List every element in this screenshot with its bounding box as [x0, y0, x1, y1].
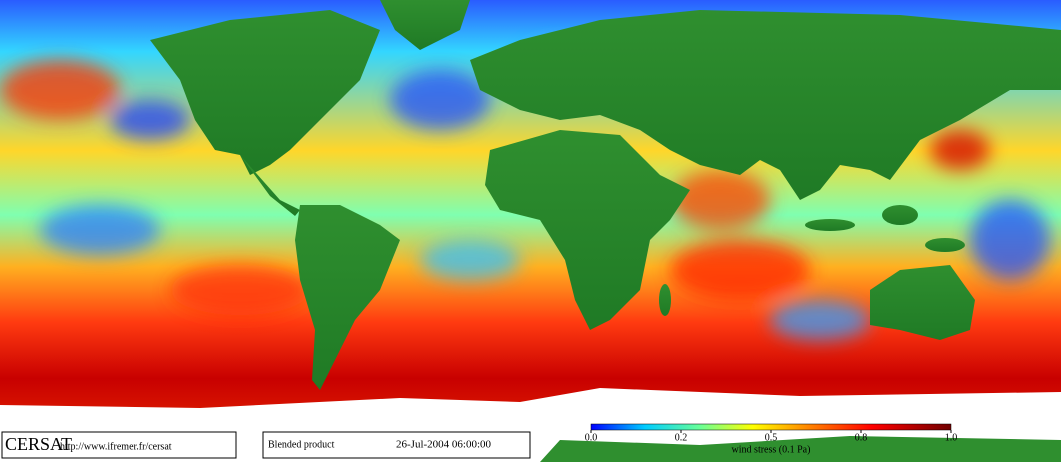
- url: http://www.ifremer.fr/cersat: [60, 441, 172, 452]
- continents: [150, 0, 1061, 390]
- product: Blended product: [268, 439, 335, 450]
- logo: CERSAT: [5, 434, 72, 454]
- antarctica: [0, 388, 1061, 430]
- product-box: [262, 431, 531, 459]
- antarctica-land: [540, 436, 1061, 462]
- colorbar-tick-label: 0.5: [765, 432, 778, 443]
- colorbar-tick-label: 0.0: [585, 432, 598, 443]
- datetime: 26-Jul-2004 06:00:00: [396, 439, 492, 451]
- colorbar-tick-label: 0.8: [855, 432, 868, 443]
- colorbar-tick-label: 0.2: [675, 432, 688, 443]
- colorbar-label: wind stress (0.1 Pa): [732, 444, 811, 455]
- colorbar-tick-label: 1.0: [945, 432, 958, 443]
- credit-box: [1, 431, 237, 459]
- colorbar: [590, 423, 952, 431]
